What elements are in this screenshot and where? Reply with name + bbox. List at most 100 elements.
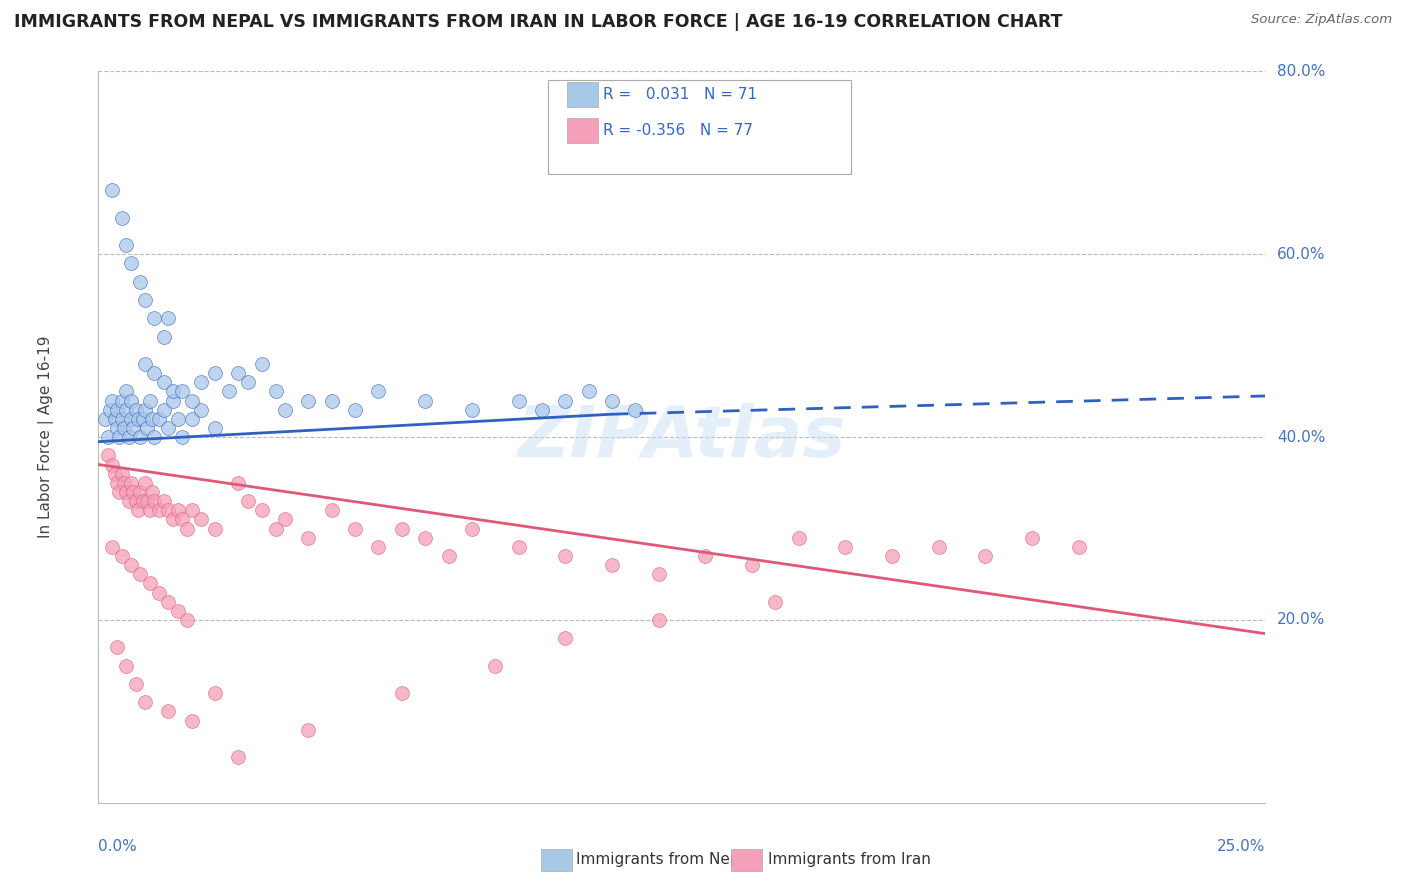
Point xyxy=(136,421,159,435)
Point xyxy=(162,393,184,408)
Point xyxy=(129,567,152,582)
Point xyxy=(108,430,131,444)
Point xyxy=(274,402,297,417)
Point xyxy=(104,467,127,481)
Point xyxy=(695,549,717,563)
Point xyxy=(120,558,142,573)
Point xyxy=(530,402,553,417)
Point xyxy=(176,613,198,627)
Point xyxy=(741,558,763,573)
Point xyxy=(152,375,174,389)
Point xyxy=(141,412,163,426)
Point xyxy=(228,366,250,380)
Point xyxy=(148,585,170,599)
Point xyxy=(136,494,159,508)
Point xyxy=(139,503,162,517)
Point xyxy=(148,412,170,426)
Point xyxy=(120,412,142,426)
Point xyxy=(152,329,174,343)
Point xyxy=(134,293,156,307)
Text: Source: ZipAtlas.com: Source: ZipAtlas.com xyxy=(1251,13,1392,27)
Point xyxy=(166,503,188,517)
Point xyxy=(111,412,134,426)
Point xyxy=(554,549,576,563)
Point xyxy=(461,402,484,417)
Point xyxy=(228,750,250,764)
Point xyxy=(274,512,297,526)
Point xyxy=(250,357,273,371)
Point xyxy=(321,503,343,517)
Point xyxy=(344,402,367,417)
Point xyxy=(264,384,287,399)
Text: 80.0%: 80.0% xyxy=(1277,64,1326,78)
Point xyxy=(1067,540,1090,554)
Point xyxy=(647,567,669,582)
Point xyxy=(880,549,903,563)
Point xyxy=(166,604,188,618)
Point xyxy=(264,521,287,535)
Point xyxy=(157,705,180,719)
Point xyxy=(297,393,319,408)
Text: 0.0%: 0.0% xyxy=(98,839,138,855)
Point xyxy=(413,531,436,545)
Point xyxy=(139,393,162,408)
Point xyxy=(484,658,506,673)
Point xyxy=(204,366,226,380)
Text: R =   0.031   N = 71: R = 0.031 N = 71 xyxy=(603,87,758,102)
Point xyxy=(129,485,152,500)
Point xyxy=(204,521,226,535)
Point xyxy=(437,549,460,563)
Point xyxy=(508,393,530,408)
Point xyxy=(143,430,166,444)
Point xyxy=(101,183,124,197)
Point xyxy=(105,640,128,655)
Point xyxy=(204,686,226,700)
Point xyxy=(105,421,128,435)
Point xyxy=(236,375,259,389)
Point xyxy=(111,211,134,225)
Point xyxy=(111,393,134,408)
Point xyxy=(143,494,166,508)
Point xyxy=(180,393,202,408)
Point xyxy=(112,421,135,435)
Point xyxy=(118,494,141,508)
Point xyxy=(101,540,124,554)
Point xyxy=(578,384,600,399)
Point xyxy=(218,384,240,399)
Point xyxy=(111,467,134,481)
Text: ZIPAtlas: ZIPAtlas xyxy=(517,402,846,472)
Point xyxy=(143,311,166,326)
Point xyxy=(190,402,212,417)
Point xyxy=(928,540,950,554)
Point xyxy=(143,366,166,380)
Point xyxy=(134,402,156,417)
Point xyxy=(624,402,647,417)
Point xyxy=(763,594,786,608)
Point xyxy=(600,393,623,408)
Point xyxy=(180,412,202,426)
Point xyxy=(134,357,156,371)
Point xyxy=(120,475,142,490)
Point xyxy=(172,430,194,444)
Point xyxy=(115,384,138,399)
Point xyxy=(129,275,152,289)
Point xyxy=(127,503,149,517)
Point xyxy=(112,475,135,490)
Point xyxy=(554,632,576,646)
Point xyxy=(297,531,319,545)
Text: Immigrants from Iran: Immigrants from Iran xyxy=(768,853,931,867)
Point xyxy=(104,412,127,426)
Point xyxy=(122,421,145,435)
Point xyxy=(157,311,180,326)
Point xyxy=(134,695,156,709)
Point xyxy=(321,393,343,408)
Point xyxy=(204,421,226,435)
Point xyxy=(600,558,623,573)
Point xyxy=(98,402,121,417)
Point xyxy=(228,475,250,490)
Point xyxy=(180,714,202,728)
Point xyxy=(461,521,484,535)
Text: R = -0.356   N = 77: R = -0.356 N = 77 xyxy=(603,123,754,137)
Point xyxy=(413,393,436,408)
Point xyxy=(297,723,319,737)
